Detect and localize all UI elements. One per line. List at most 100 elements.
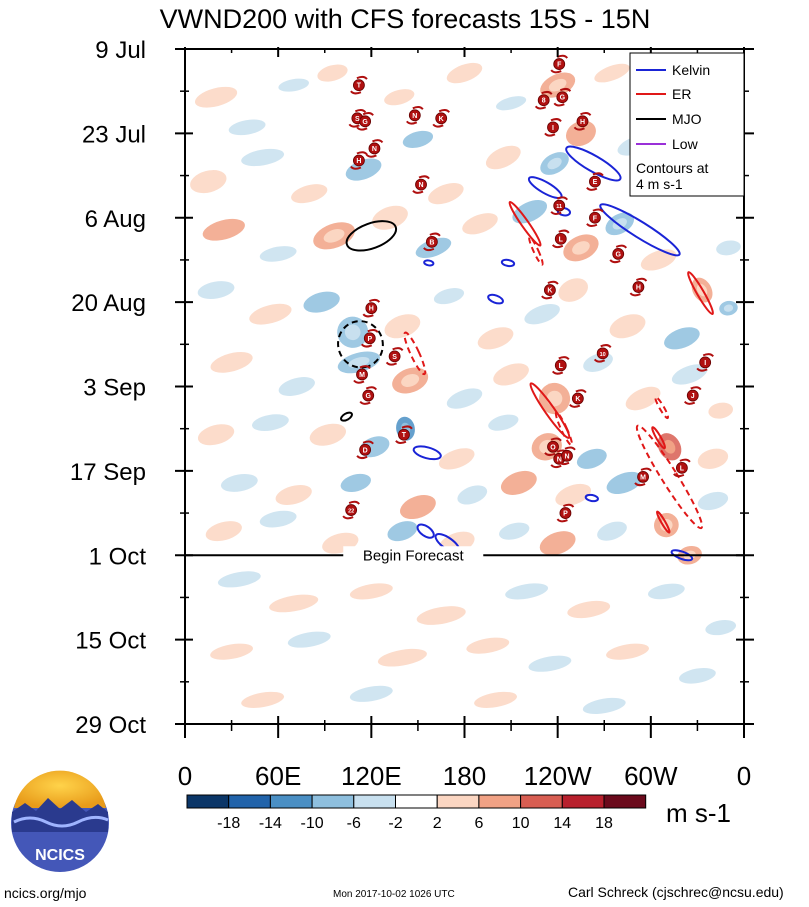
storm-label: O [550,444,556,451]
storm-label: L [680,465,685,472]
anomaly-patch [275,485,312,505]
storm-label: 11 [556,204,562,210]
anomaly-patch [606,471,643,495]
storm-label: S [392,354,397,361]
colorbar-swatch [603,794,647,809]
anomaly-patch [220,474,258,492]
storm-marker: G [356,112,374,131]
anomaly-patch [474,691,518,708]
anomaly-patch [505,583,549,600]
storm-eye [589,175,601,188]
anomaly-patch [249,303,292,325]
kelvin-contour [416,523,435,539]
anomaly-patch [202,218,245,241]
kelvin-contour [584,493,599,503]
storm-arm [558,356,570,361]
storm-eye [559,507,572,519]
x-tick-label: 60E [255,761,301,791]
storm-arm [575,389,587,394]
storm-marker: I [544,118,562,137]
storm-marker: 22 [342,500,360,520]
colorbar-swatch [353,794,396,809]
anomaly-patch [194,86,238,108]
anomaly-patch [278,377,315,396]
anomaly-patch [438,448,475,470]
storm-eye [637,471,649,483]
storm-arm [356,75,368,80]
er-contour [687,271,714,316]
storm-marker: P [360,329,379,348]
storm-eye [537,94,550,107]
storm-arm [615,244,628,249]
ncics-logo: NCICS [11,770,109,872]
storm-label: N [412,113,417,120]
storm-eye [435,112,448,125]
storm-arm [348,500,360,505]
anomaly-patch [446,62,483,84]
anomaly-patch-core [401,373,420,387]
er-contour [528,236,544,266]
x-tick-label: 120E [341,761,402,791]
anomaly-patch [679,667,716,684]
storm-marker: B [423,232,441,252]
storm-arm [438,109,451,113]
anomaly-patch [241,691,285,708]
storm-eye [675,461,688,474]
storm-arm [342,515,354,520]
storm-arm [550,211,562,215]
storm-arm [362,313,374,318]
storm-arm [550,118,562,123]
storm-marker: N [365,139,384,158]
anomaly-patch [594,63,630,83]
storm-arm [544,132,556,137]
mjo-contour [340,411,353,422]
anomaly-patch [377,648,427,667]
anomaly-patch [197,281,235,299]
anomaly-patch [512,199,548,224]
legend-kelvin-label: Kelvin [672,62,710,78]
colorbar-tick-label: -10 [301,815,324,832]
storm-arm [360,343,373,348]
kelvin-contour [487,293,504,305]
storm-label: F [593,215,598,222]
storm-arm [385,361,398,366]
anomaly-patch-core [323,229,345,243]
anomaly-patch [555,483,592,507]
er-contour [403,331,427,376]
storm-label: S [355,116,360,123]
anomaly-patch [416,606,466,625]
storm-marker: E [586,172,604,191]
anomaly-patch [493,363,529,386]
anomaly-patch [252,414,289,432]
storm-label: 8 [542,98,546,105]
anomaly-patch [309,423,347,446]
colorbar-unit-label: m s-1 [666,798,731,828]
y-tick-label: 29 Oct [75,712,146,739]
anomaly-patch-core [348,356,370,368]
legend-box [629,52,745,197]
storm-arm [683,400,696,405]
storm-eye [415,178,427,191]
storm-eye [345,504,358,516]
anomaly-patch [190,170,227,194]
storm-marker: G [609,244,628,264]
begin-forecast-label: Begin Forecast [363,547,465,564]
legend-note-line: Contours at [636,160,708,176]
storm-arm [362,440,374,445]
storm-arm [550,69,562,74]
storm-arm [556,518,568,523]
storm-label: N [372,146,377,153]
storm-label: 22 [348,509,354,515]
forecast-divider: Begin Forecast [185,546,744,565]
timestamp: Mon 2017-10-02 1026 UTC [333,889,455,900]
anomaly-patch [664,327,700,350]
colorbar-swatch [269,794,313,809]
storm-label: G [615,251,621,258]
anomaly-patch [400,495,436,520]
anomaly-patch [499,522,530,540]
storm-label: P [367,336,372,343]
storm-label: P [563,511,568,518]
colorbar-tick-label: 10 [512,815,530,832]
storm-arm [690,386,702,391]
storm-marker: N [412,175,430,194]
